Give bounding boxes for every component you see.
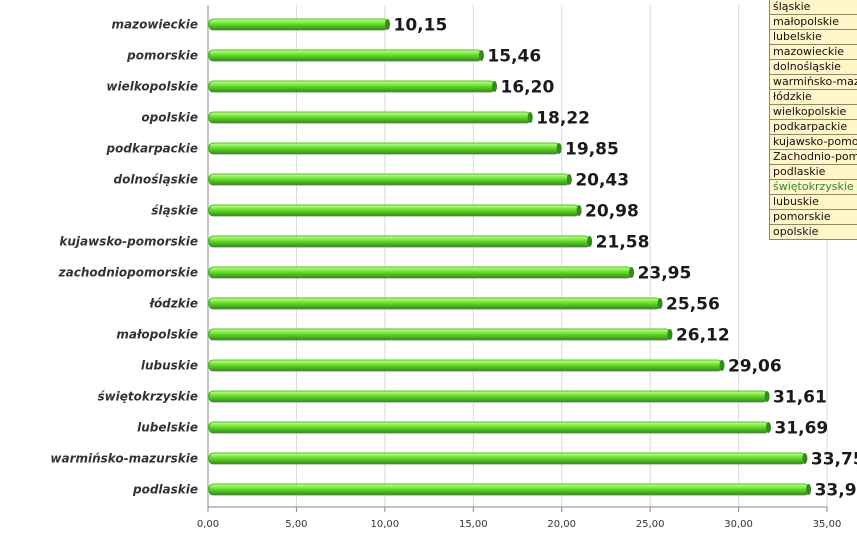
bar (208, 111, 531, 124)
legend-item: podkarpackie (769, 120, 857, 135)
category-label: podlaskie (132, 483, 198, 497)
legend-item: kujawsko-pomorskie (769, 135, 857, 150)
bar-end-cap (657, 298, 663, 309)
category-label: śląskie (151, 204, 198, 218)
value-label: 20,43 (575, 171, 629, 191)
x-tick-label: 35,00 (813, 519, 842, 530)
category-label: lubuskie (141, 359, 198, 373)
bar-end-cap (492, 81, 498, 92)
bar (208, 390, 768, 403)
x-tick-label: 30,00 (724, 519, 753, 530)
legend-item: dolnośląskie (769, 60, 857, 75)
value-label: 15,46 (487, 47, 541, 67)
value-label: 20,98 (585, 202, 639, 222)
bar (208, 18, 388, 31)
value-label: 26,12 (676, 326, 730, 346)
category-label: łódzkie (148, 297, 198, 311)
category-labels: mazowieckie pomorskie wielkopolskie opolski… (50, 18, 198, 497)
bar (208, 359, 723, 372)
legend: śląskie małopolskie lubelskie mazowieckie do… (769, 0, 857, 240)
value-label: 33,75 (811, 450, 857, 470)
legend-item: lubuskie (769, 195, 857, 210)
bar (208, 483, 810, 496)
bar (208, 452, 806, 465)
category-label: wielkopolskie (106, 80, 198, 94)
legend-item: łódzkie (769, 90, 857, 105)
value-label: 29,06 (728, 357, 782, 377)
x-tick-label: 10,00 (371, 519, 400, 530)
bar (208, 49, 482, 62)
bar-end-cap (719, 360, 725, 371)
category-label: warmińsko-mazurskie (50, 452, 198, 466)
value-label: 16,20 (501, 78, 555, 98)
legend-item: podlaskie (769, 165, 857, 180)
value-label: 25,56 (666, 295, 720, 315)
legend-item: małopolskie (769, 15, 857, 30)
legend-item: opolskie (769, 225, 857, 240)
category-label: dolnośląskie (114, 173, 198, 187)
category-label: kujawsko-pomorskie (59, 235, 198, 249)
category-label: małopolskie (116, 328, 198, 342)
value-label: 23,95 (638, 264, 692, 284)
value-label: 18,22 (536, 109, 590, 129)
bar-end-cap (527, 112, 533, 123)
value-label: 10,15 (394, 16, 448, 36)
category-label: pomorskie (126, 49, 198, 63)
value-label: 31,69 (774, 419, 828, 439)
bar-end-cap (629, 267, 635, 278)
legend-item: Zachodnio-pomorskie (769, 150, 857, 165)
category-label: lubelskie (137, 421, 198, 435)
legend-item: pomorskie (769, 210, 857, 225)
bar-end-cap (556, 143, 562, 154)
bar (208, 142, 560, 155)
x-tick-label: 0,00 (197, 519, 219, 530)
x-tick-label: 15,00 (459, 519, 488, 530)
value-label: 33,96 (815, 481, 857, 501)
bar (208, 235, 591, 248)
category-label: mazowieckie (111, 18, 198, 32)
bar-end-cap (587, 236, 593, 247)
legend-item: mazowieckie (769, 45, 857, 60)
x-tick-label: 5,00 (285, 519, 307, 530)
bar-end-cap (764, 391, 770, 402)
bar-end-cap (765, 422, 771, 433)
x-axis (207, 5, 828, 512)
bar (208, 80, 495, 93)
x-tick-labels: 0,00 5,00 10,00 15,00 20,00 25,00 30,00 35,00 (197, 519, 841, 530)
legend-item: wielkopolskie (769, 105, 857, 120)
bar (208, 328, 671, 341)
bar-end-cap (802, 453, 808, 464)
bar (208, 297, 661, 310)
bar (208, 173, 570, 186)
value-labels: 10,15 15,46 16,20 18,22 19,85 20,43 20,98 21,58… (394, 16, 857, 501)
bar-end-cap (385, 19, 391, 30)
value-label: 21,58 (596, 233, 650, 253)
bar-end-cap (566, 174, 572, 185)
legend-item: śląskie (769, 0, 857, 15)
legend-item: świętokrzyskie (769, 180, 857, 195)
value-label: 31,61 (773, 388, 827, 408)
value-label: 19,85 (565, 140, 619, 160)
bars (208, 18, 812, 496)
legend-item: lubelskie (769, 30, 857, 45)
bar (208, 266, 632, 279)
bar (208, 204, 580, 217)
bar-end-cap (478, 50, 484, 61)
legend-item: warmińsko-mazurskie (769, 75, 857, 90)
category-label: opolskie (141, 111, 198, 125)
category-label: świętokrzyskie (97, 390, 198, 404)
x-tick-label: 25,00 (636, 519, 665, 530)
bar-end-cap (667, 329, 673, 340)
bar-end-cap (576, 205, 582, 216)
x-tick-label: 20,00 (547, 519, 576, 530)
bar-end-cap (806, 484, 812, 495)
bar (208, 421, 769, 434)
category-label: podkarpackie (106, 142, 198, 156)
category-label: zachodniopomorskie (58, 266, 198, 280)
